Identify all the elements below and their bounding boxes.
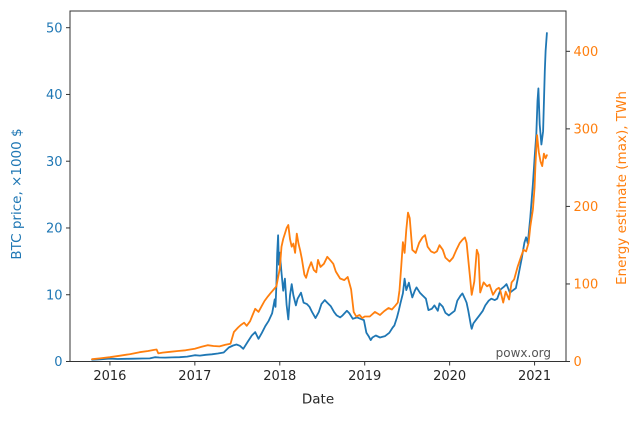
y-right-tick-label: 100 [574, 278, 599, 293]
y-left-tick-label: 0 [54, 355, 62, 370]
y-axis-label-right: Energy estimate (max), TWh [614, 91, 630, 285]
y-left-tick-label: 30 [46, 155, 63, 170]
x-tick-label: 2021 [518, 369, 551, 384]
x-tick-label: 2017 [178, 369, 211, 384]
y-axis-label-left: BTC price, ×1000 $ [9, 128, 25, 259]
x-axis-label: Date [302, 392, 334, 408]
plot-frame [69, 10, 567, 362]
x-tick-label: 2018 [263, 369, 296, 384]
y-left-tick-label: 50 [46, 21, 63, 36]
data-series [91, 32, 548, 361]
y-right-tick-label: 400 [574, 45, 599, 60]
x-tick-label: 2016 [93, 369, 126, 384]
axis-ticks: 2016 2017 2018 2019 2020 2021 0 10 20 30 40 50 0 100 2… [46, 21, 598, 384]
btc-price-line [91, 32, 548, 361]
y-left-tick-label: 10 [46, 288, 63, 303]
y-left-tick-label: 20 [46, 222, 63, 237]
watermark-text: powx.org [496, 346, 551, 360]
plot-border [69, 10, 567, 362]
x-tick-label: 2020 [433, 369, 466, 384]
y-right-tick-label: 300 [574, 122, 599, 137]
y-right-tick-label: 0 [574, 355, 582, 370]
y-left-tick-label: 40 [46, 88, 63, 103]
x-tick-label: 2019 [348, 369, 381, 384]
y-right-tick-label: 200 [574, 200, 599, 215]
energy-estimate-max--line [91, 134, 548, 361]
